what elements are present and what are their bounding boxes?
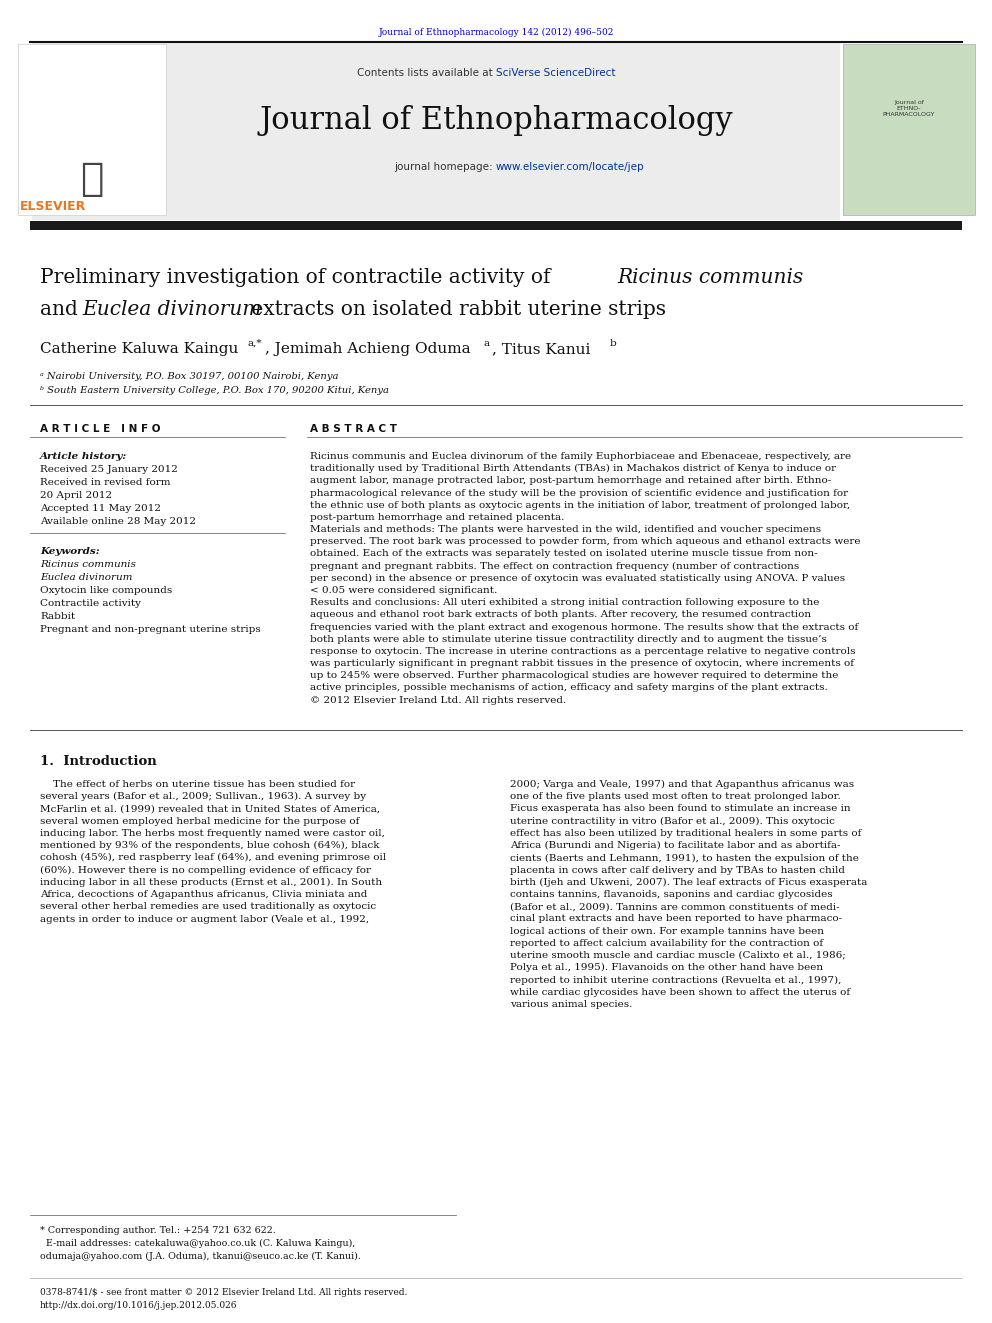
Text: Ricinus communis and Euclea divinorum of the family Euphorbiaceae and Ebenaceae,: Ricinus communis and Euclea divinorum of… — [310, 452, 860, 705]
Text: Available online 28 May 2012: Available online 28 May 2012 — [40, 517, 196, 527]
Text: Received 25 January 2012: Received 25 January 2012 — [40, 464, 178, 474]
Text: Preliminary investigation of contractile activity of: Preliminary investigation of contractile… — [40, 269, 557, 287]
Text: and: and — [40, 300, 84, 319]
Text: extracts on isolated rabbit uterine strips: extracts on isolated rabbit uterine stri… — [245, 300, 666, 319]
Bar — [18, 44, 166, 216]
Text: Contractile activity: Contractile activity — [40, 599, 141, 609]
Text: Contents lists available at: Contents lists available at — [357, 67, 496, 78]
Text: , Titus Kanui: , Titus Kanui — [492, 343, 590, 356]
Text: Catherine Kaluwa Kaingu: Catherine Kaluwa Kaingu — [40, 343, 238, 356]
Text: 🌳: 🌳 — [80, 160, 104, 198]
Text: Journal of
ETHNO-
PHARMACOLOGY: Journal of ETHNO- PHARMACOLOGY — [883, 101, 935, 116]
Text: 2000; Varga and Veale, 1997) and that Agapanthus africanus was
one of the five p: 2000; Varga and Veale, 1997) and that Ag… — [510, 781, 867, 1009]
Text: 1.  Introduction: 1. Introduction — [40, 755, 157, 767]
Text: Accepted 11 May 2012: Accepted 11 May 2012 — [40, 504, 161, 513]
Text: Journal of Ethnopharmacology 142 (2012) 496–502: Journal of Ethnopharmacology 142 (2012) … — [378, 28, 614, 37]
Text: 20 April 2012: 20 April 2012 — [40, 491, 112, 500]
Text: Keywords:: Keywords: — [40, 546, 99, 556]
Text: The effect of herbs on uterine tissue has been studied for
several years (Bafor : The effect of herbs on uterine tissue ha… — [40, 781, 386, 923]
Text: Oxytocin like compounds: Oxytocin like compounds — [40, 586, 173, 595]
Text: Journal of Ethnopharmacology: Journal of Ethnopharmacology — [259, 105, 733, 136]
Text: * Corresponding author. Tel.: +254 721 632 622.: * Corresponding author. Tel.: +254 721 6… — [40, 1226, 276, 1234]
Text: odumaja@yahoo.com (J.A. Oduma), tkanui@seuco.ac.ke (T. Kanui).: odumaja@yahoo.com (J.A. Oduma), tkanui@s… — [40, 1252, 361, 1261]
Text: Euclea divinorum: Euclea divinorum — [82, 300, 262, 319]
Text: ELSEVIER: ELSEVIER — [20, 200, 86, 213]
Text: Rabbit: Rabbit — [40, 613, 75, 620]
Text: Article history:: Article history: — [40, 452, 127, 460]
Text: a: a — [484, 339, 490, 348]
Text: ᵇ South Eastern University College, P.O. Box 170, 90200 Kitui, Kenya: ᵇ South Eastern University College, P.O.… — [40, 386, 389, 396]
Text: Pregnant and non-pregnant uterine strips: Pregnant and non-pregnant uterine strips — [40, 624, 261, 634]
Text: journal homepage:: journal homepage: — [394, 161, 496, 172]
Text: Ricinus communis: Ricinus communis — [40, 560, 136, 569]
Text: b: b — [610, 339, 617, 348]
Text: , Jemimah Achieng Oduma: , Jemimah Achieng Oduma — [265, 343, 470, 356]
Text: SciVerse ScienceDirect: SciVerse ScienceDirect — [496, 67, 615, 78]
Bar — [32, 42, 840, 220]
Text: Received in revised form: Received in revised form — [40, 478, 171, 487]
Text: A B S T R A C T: A B S T R A C T — [310, 423, 397, 434]
Text: ᵃ Nairobi University, P.O. Box 30197, 00100 Nairobi, Kenya: ᵃ Nairobi University, P.O. Box 30197, 00… — [40, 372, 338, 381]
Bar — [843, 44, 975, 216]
Text: a,*: a,* — [247, 339, 262, 348]
Text: E-mail addresses: catekaluwa@yahoo.co.uk (C. Kaluwa Kaingu),: E-mail addresses: catekaluwa@yahoo.co.uk… — [40, 1240, 355, 1248]
Text: A R T I C L E   I N F O: A R T I C L E I N F O — [40, 423, 161, 434]
Text: 0378-8741/$ - see front matter © 2012 Elsevier Ireland Ltd. All rights reserved.: 0378-8741/$ - see front matter © 2012 El… — [40, 1289, 408, 1297]
Text: http://dx.doi.org/10.1016/j.jep.2012.05.026: http://dx.doi.org/10.1016/j.jep.2012.05.… — [40, 1301, 237, 1310]
Text: Ricinus communis: Ricinus communis — [617, 269, 804, 287]
Bar — [30, 221, 962, 230]
Text: www.elsevier.com/locate/jep: www.elsevier.com/locate/jep — [496, 161, 645, 172]
Text: Euclea divinorum: Euclea divinorum — [40, 573, 133, 582]
